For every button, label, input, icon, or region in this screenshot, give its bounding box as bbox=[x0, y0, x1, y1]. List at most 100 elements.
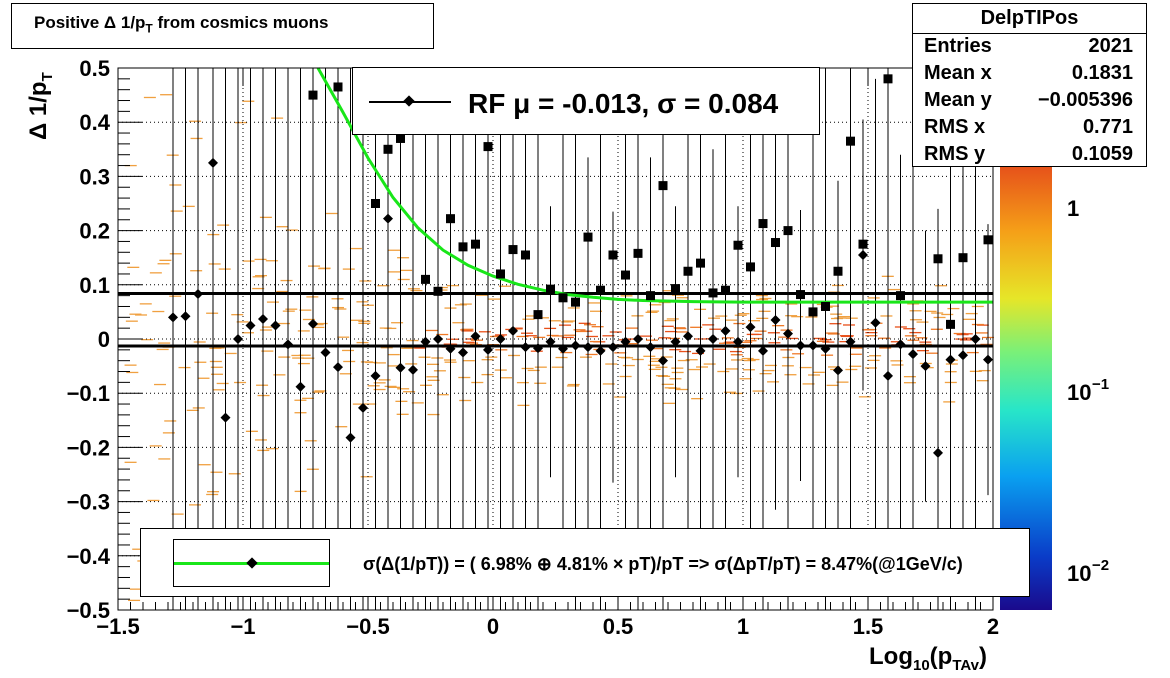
rms-marker bbox=[896, 291, 905, 301]
mean-marker bbox=[295, 381, 306, 392]
mean-marker bbox=[520, 342, 531, 353]
fit-curve-line bbox=[316, 67, 993, 304]
mean-marker bbox=[595, 345, 606, 356]
y-tick-label: −0.4 bbox=[67, 544, 111, 569]
colorbar-label: 10 bbox=[1067, 561, 1091, 586]
y-axis-label: Δ 1/pT bbox=[25, 72, 56, 140]
rms-marker bbox=[808, 307, 818, 317]
mean-marker bbox=[820, 343, 831, 354]
rms-marker bbox=[946, 319, 955, 329]
rms-marker bbox=[833, 266, 843, 276]
rms-marker bbox=[746, 262, 755, 272]
fit-legend-marker bbox=[246, 557, 258, 569]
mean-marker bbox=[408, 364, 418, 375]
rms-marker bbox=[533, 310, 543, 320]
mean-marker bbox=[970, 334, 981, 344]
rms-marker bbox=[633, 248, 643, 258]
rms-marker bbox=[846, 136, 855, 146]
data-markers bbox=[168, 74, 993, 458]
rms-marker bbox=[433, 286, 443, 296]
x-tick-label: −0.5 bbox=[346, 614, 389, 639]
y-tick-label: 0 bbox=[98, 327, 110, 352]
axes: −1.5 −1 −0.5 0 0.5 1 1.5 2 −0.5 −0.4 −0.3 −0.2 −0.1 0… bbox=[67, 56, 1000, 639]
mean-marker bbox=[258, 313, 268, 324]
stats-row-mean-y: Mean y −0.005396 bbox=[924, 89, 1133, 111]
y-tick-label: 0.2 bbox=[79, 219, 110, 244]
y-tick-label: 0.3 bbox=[79, 164, 110, 189]
rms-marker bbox=[758, 219, 768, 229]
mean-marker bbox=[483, 344, 493, 355]
mean-marker bbox=[870, 317, 881, 328]
y-tick-label: 0.4 bbox=[79, 110, 110, 135]
rms-marker bbox=[371, 199, 380, 208]
rms-marker bbox=[696, 258, 705, 268]
rms-marker bbox=[558, 293, 568, 303]
mean-marker bbox=[395, 362, 406, 373]
rms-marker bbox=[571, 297, 580, 307]
mean-marker bbox=[958, 350, 968, 361]
mean-marker bbox=[895, 339, 906, 350]
x-tick-label: 0 bbox=[487, 614, 499, 639]
rms-marker bbox=[796, 290, 805, 300]
rms-marker bbox=[446, 214, 455, 224]
mean-marker bbox=[945, 354, 956, 365]
mean-marker bbox=[558, 343, 568, 354]
histogram-bins bbox=[124, 94, 994, 602]
rms-marker bbox=[883, 74, 893, 84]
rms-marker bbox=[646, 291, 655, 301]
mean-marker bbox=[920, 361, 931, 372]
mean-marker bbox=[758, 345, 768, 356]
rms-marker bbox=[458, 242, 468, 252]
mean-marker bbox=[433, 334, 443, 344]
mean-marker bbox=[445, 343, 456, 354]
rms-marker bbox=[471, 239, 480, 249]
fit-legend: σ(Δ(1/pT)) = ( 6.98% ⊕ 4.81% × pT)/pT =>… bbox=[140, 528, 1030, 597]
mean-marker bbox=[845, 336, 856, 347]
rms-marker bbox=[583, 232, 593, 242]
colorbar-label-exponent: −1 bbox=[1092, 376, 1109, 393]
rms-marker bbox=[958, 253, 968, 263]
mean-marker bbox=[168, 312, 178, 323]
mean-marker bbox=[533, 343, 543, 354]
mean-marker bbox=[620, 336, 631, 347]
mean-marker bbox=[858, 249, 868, 260]
rms-marker bbox=[671, 284, 680, 294]
mean-marker bbox=[745, 322, 756, 333]
rms-marker bbox=[421, 274, 430, 284]
mean-marker bbox=[670, 336, 681, 347]
mean-marker bbox=[508, 325, 518, 336]
rms-marker bbox=[721, 285, 730, 295]
x-tick-label: 1 bbox=[737, 614, 749, 639]
mean-marker bbox=[208, 157, 218, 168]
mean-marker bbox=[733, 336, 743, 347]
rms-marker bbox=[308, 90, 318, 100]
mean-marker bbox=[883, 370, 893, 381]
mean-marker bbox=[808, 340, 818, 351]
rms-marker bbox=[508, 245, 518, 255]
x-axis-label: Log10(pTAv) bbox=[869, 643, 987, 674]
y-tick-label: −0.2 bbox=[67, 435, 110, 460]
mean-marker bbox=[245, 320, 256, 331]
mean-marker bbox=[783, 328, 793, 339]
mean-marker bbox=[320, 347, 331, 358]
mean-marker bbox=[720, 325, 731, 336]
colorbar-label: 10 bbox=[1067, 380, 1091, 405]
x-tick-label: 2 bbox=[987, 614, 999, 639]
mean-marker bbox=[570, 340, 581, 351]
stats-box: DelpTIPos Entries 2021 Mean x 0.1831 Mean … bbox=[912, 3, 1147, 167]
mean-marker bbox=[708, 334, 718, 344]
stats-row-rms-x: RMS x 0.771 bbox=[924, 116, 1133, 138]
mean-marker bbox=[583, 342, 593, 353]
mean-marker bbox=[383, 213, 393, 224]
rms-marker bbox=[783, 226, 793, 236]
mean-marker bbox=[283, 339, 293, 350]
chart-title-box: Positive Δ 1/pT from cosmics muons bbox=[11, 3, 434, 49]
mean-marker bbox=[695, 345, 706, 356]
rms-marker bbox=[483, 142, 493, 152]
rf-legend: RF μ = -0.013, σ = 0.084 bbox=[352, 67, 820, 135]
mean-marker bbox=[345, 432, 356, 443]
rms-marker bbox=[596, 285, 605, 295]
mean-marker bbox=[983, 354, 993, 365]
fit-legend-swatch bbox=[173, 539, 330, 587]
x-tick-label: −1.5 bbox=[96, 614, 139, 639]
